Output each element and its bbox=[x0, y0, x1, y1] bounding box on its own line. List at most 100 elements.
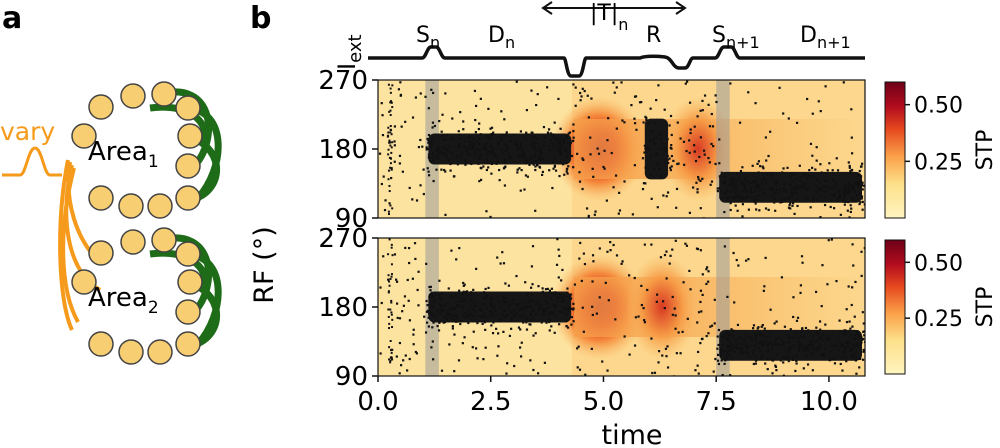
spike bbox=[712, 145, 715, 148]
spike bbox=[656, 162, 659, 165]
spike bbox=[460, 151, 464, 154]
spike bbox=[534, 312, 537, 316]
spike bbox=[689, 128, 692, 131]
spike bbox=[824, 85, 827, 88]
spike bbox=[839, 213, 842, 216]
spike bbox=[754, 355, 757, 358]
spike bbox=[732, 329, 735, 332]
spike bbox=[456, 304, 459, 307]
spike bbox=[733, 301, 736, 304]
spike bbox=[791, 192, 794, 196]
spike bbox=[478, 138, 482, 141]
spike bbox=[402, 304, 405, 307]
spike bbox=[795, 121, 799, 124]
spike bbox=[815, 190, 818, 193]
spike bbox=[761, 188, 765, 191]
spike bbox=[729, 347, 732, 351]
spike bbox=[669, 254, 672, 257]
spike bbox=[854, 199, 858, 202]
spike bbox=[731, 358, 734, 361]
spike bbox=[847, 341, 851, 344]
spike bbox=[541, 158, 544, 161]
spike bbox=[634, 95, 638, 98]
spike bbox=[483, 313, 487, 317]
spike bbox=[754, 359, 758, 362]
spike bbox=[459, 320, 463, 323]
spike bbox=[529, 319, 532, 322]
spike bbox=[543, 136, 546, 140]
spike bbox=[522, 154, 525, 157]
spike bbox=[389, 141, 392, 144]
spike bbox=[586, 94, 589, 97]
spike bbox=[613, 91, 616, 94]
spike bbox=[469, 143, 472, 146]
spike bbox=[438, 296, 441, 300]
spike bbox=[775, 320, 778, 323]
spike bbox=[387, 153, 390, 156]
spike bbox=[387, 213, 390, 216]
spike bbox=[860, 336, 863, 340]
spike bbox=[661, 354, 664, 357]
spike bbox=[398, 154, 402, 157]
spike bbox=[553, 313, 556, 316]
spike bbox=[474, 310, 477, 313]
spike bbox=[796, 337, 799, 340]
spike bbox=[741, 203, 744, 206]
spike bbox=[540, 321, 543, 324]
spike bbox=[838, 195, 841, 198]
spike bbox=[630, 103, 633, 107]
spike bbox=[431, 156, 434, 159]
neuron-node bbox=[177, 123, 203, 149]
spike bbox=[519, 355, 523, 358]
spike bbox=[489, 133, 492, 136]
spike bbox=[739, 196, 743, 199]
spike bbox=[552, 144, 555, 147]
spike bbox=[857, 174, 860, 177]
spike bbox=[768, 335, 771, 338]
spike bbox=[569, 142, 572, 145]
spike bbox=[441, 135, 444, 138]
spike bbox=[649, 130, 652, 133]
spike bbox=[705, 334, 708, 338]
spike bbox=[565, 325, 568, 328]
spike bbox=[428, 285, 431, 289]
spike bbox=[858, 183, 861, 187]
spike bbox=[555, 263, 559, 266]
spike bbox=[436, 324, 439, 328]
spike bbox=[851, 152, 854, 155]
spike bbox=[789, 207, 792, 210]
spike bbox=[387, 278, 390, 281]
spike bbox=[582, 330, 585, 333]
spike bbox=[453, 370, 456, 373]
spike bbox=[591, 313, 594, 317]
spike bbox=[674, 314, 677, 317]
spike bbox=[814, 290, 818, 294]
spike bbox=[424, 331, 428, 334]
spike bbox=[742, 190, 745, 193]
spike bbox=[774, 183, 777, 186]
spike bbox=[716, 187, 719, 190]
spike bbox=[807, 343, 810, 346]
spike bbox=[615, 86, 618, 89]
spike bbox=[717, 362, 721, 366]
spike bbox=[838, 197, 841, 200]
spike bbox=[427, 133, 431, 137]
spike bbox=[531, 309, 534, 312]
spike bbox=[850, 169, 853, 172]
spike bbox=[663, 253, 667, 257]
spike bbox=[470, 297, 473, 301]
spike bbox=[473, 89, 477, 93]
spike bbox=[721, 373, 724, 376]
spike bbox=[433, 124, 436, 128]
spike bbox=[766, 173, 769, 177]
spike bbox=[737, 335, 740, 338]
spike bbox=[791, 336, 795, 339]
spike bbox=[792, 202, 795, 205]
spike bbox=[684, 82, 687, 85]
spike bbox=[513, 364, 516, 368]
stp-hotspot bbox=[662, 96, 735, 202]
spike bbox=[648, 140, 652, 143]
spike bbox=[815, 349, 818, 352]
spike bbox=[662, 194, 665, 197]
spike bbox=[745, 189, 749, 192]
